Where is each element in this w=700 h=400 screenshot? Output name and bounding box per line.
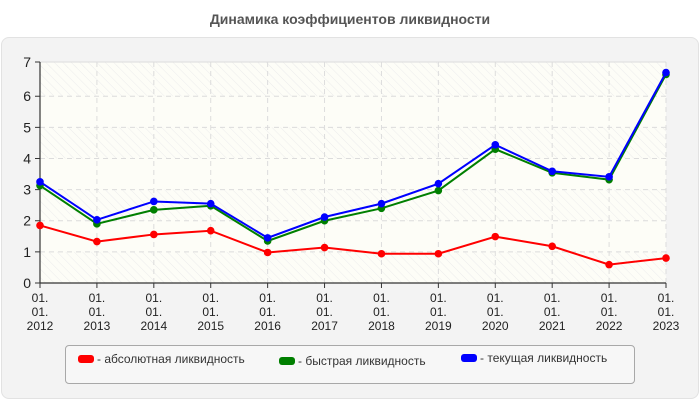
data-point[interactable] bbox=[377, 249, 386, 258]
data-point[interactable] bbox=[93, 237, 101, 246]
series-line bbox=[39, 224, 667, 266]
y-tick-label: 7 bbox=[23, 54, 31, 70]
y-tick-label: 6 bbox=[23, 88, 31, 104]
data-point[interactable] bbox=[150, 230, 158, 239]
data-point[interactable] bbox=[491, 140, 500, 149]
data-point[interactable] bbox=[263, 234, 272, 242]
x-tick-label: 01. 01. 2023 bbox=[653, 291, 680, 333]
x-tick-label: 01. 01. 2018 bbox=[368, 291, 395, 333]
y-tick-label: 1 bbox=[23, 244, 31, 260]
data-point[interactable] bbox=[320, 243, 329, 252]
y-tick-label: 2 bbox=[23, 213, 31, 229]
x-tick-label: 01. 01. 2019 bbox=[425, 291, 452, 333]
x-tick-label: 01. 01. 2016 bbox=[254, 291, 281, 333]
data-point[interactable] bbox=[548, 242, 556, 251]
data-point[interactable] bbox=[434, 186, 443, 195]
legend: - абсолютная ликвидность - быстрая ликви… bbox=[65, 345, 635, 384]
data-point[interactable] bbox=[206, 199, 215, 208]
data-point[interactable] bbox=[548, 167, 556, 176]
legend-swatch-red bbox=[78, 355, 94, 363]
data-point[interactable] bbox=[36, 221, 44, 230]
series-line bbox=[39, 72, 667, 239]
x-tick-label: 01. 01. 2022 bbox=[596, 291, 623, 333]
data-point[interactable] bbox=[320, 213, 329, 221]
x-tick-label: 01. 01. 2014 bbox=[140, 291, 167, 333]
data-point[interactable] bbox=[605, 173, 613, 181]
legend-swatch-green bbox=[279, 357, 295, 365]
data-point[interactable] bbox=[434, 249, 443, 258]
data-point[interactable] bbox=[150, 197, 158, 206]
legend-label: - быстрая ликвидность bbox=[298, 354, 426, 368]
x-tick-label: 01. 01. 2015 bbox=[197, 291, 224, 333]
data-point[interactable] bbox=[36, 178, 44, 186]
legend-item-absolute: - абсолютная ликвидность bbox=[78, 352, 245, 366]
legend-label: - текущая ликвидность bbox=[480, 351, 608, 365]
data-point[interactable] bbox=[605, 260, 613, 269]
data-point[interactable] bbox=[206, 226, 215, 235]
legend-item-current: - текущая ликвидность bbox=[461, 351, 607, 365]
x-tick-label: 01. 01. 2013 bbox=[84, 291, 111, 333]
data-point[interactable] bbox=[662, 254, 670, 262]
data-point[interactable] bbox=[263, 248, 272, 257]
x-tick-label: 01. 01. 2017 bbox=[311, 291, 338, 333]
legend-label: - абсолютная ликвидность bbox=[97, 352, 245, 366]
y-tick-label: 5 bbox=[23, 119, 31, 135]
data-point[interactable] bbox=[377, 199, 386, 208]
x-tick-label: 01. 01. 2020 bbox=[482, 291, 509, 333]
legend-item-quick: - быстрая ликвидность bbox=[279, 354, 426, 368]
y-tick-label: 4 bbox=[23, 150, 31, 166]
x-tick-label: 01. 01. 2021 bbox=[539, 291, 566, 333]
data-point[interactable] bbox=[662, 68, 670, 77]
legend-swatch-blue bbox=[461, 354, 477, 362]
data-point[interactable] bbox=[434, 179, 443, 188]
data-point[interactable] bbox=[150, 206, 158, 214]
data-point[interactable] bbox=[491, 232, 500, 241]
data-point[interactable] bbox=[93, 216, 101, 224]
chart-title: Динамика коэффициентов ликвидности bbox=[209, 11, 491, 27]
y-tick-label: 0 bbox=[23, 275, 31, 291]
series-line bbox=[39, 73, 667, 243]
plot-area: 0 1 2 3 4 5 6 7 01. 01. 2012 01. 01. 2013 01. 01. 2014 01… bbox=[23, 54, 679, 333]
x-tick-label: 01. 01. 2012 bbox=[27, 291, 54, 333]
y-tick-label: 3 bbox=[23, 182, 31, 198]
